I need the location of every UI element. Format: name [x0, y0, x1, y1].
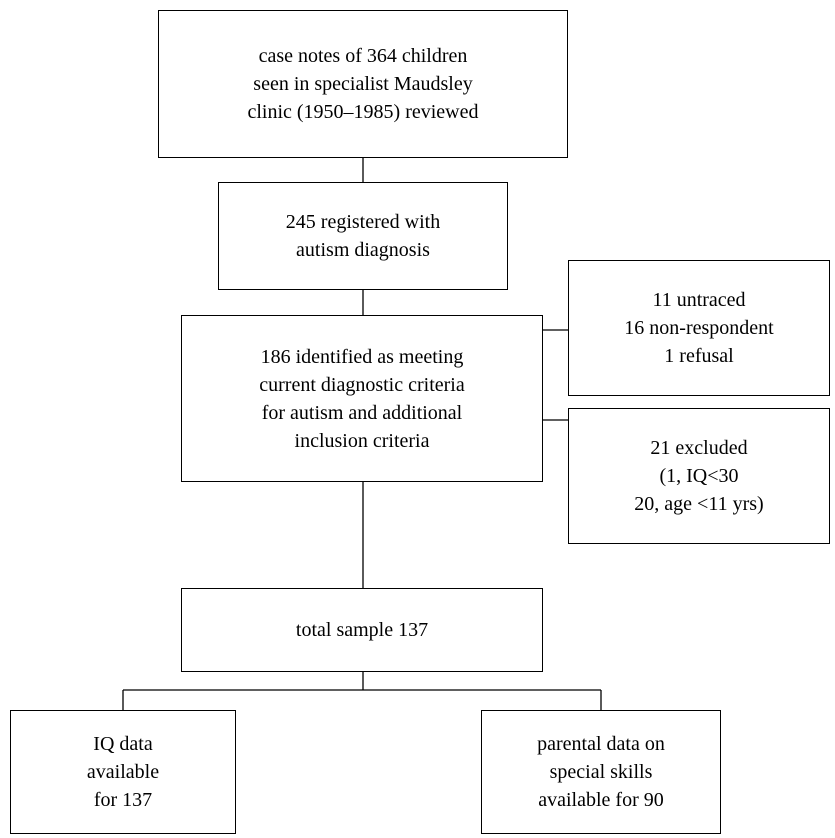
untraced-box: 11 untraced 16 non-respondent 1 refusal — [568, 260, 830, 396]
registered-box: 245 registered with autism diagnosis — [218, 182, 508, 290]
excluded-line-2: (1, IQ<30 — [659, 465, 739, 487]
parental-data-box: parental data on special skills availabl… — [481, 710, 721, 834]
identified-line-3: for autism and additional — [261, 401, 463, 424]
registered-line-1: 245 registered with — [285, 211, 441, 233]
parental-data-line-1: parental data on — [537, 733, 665, 755]
excluded-line-1: 21 excluded — [650, 437, 748, 459]
iq-data-line-2: available — [86, 761, 160, 783]
parental-data-line-3: available for 90 — [538, 789, 664, 811]
identified-line-2: current diagnostic criteria — [259, 373, 465, 396]
iq-data-line-3: for 137 — [93, 789, 153, 811]
registered-line-2: autism diagnosis — [296, 239, 430, 261]
untraced-line-2: 16 non-respondent — [624, 317, 774, 339]
untraced-line-3: 1 refusal — [664, 345, 734, 367]
identified-line-4: inclusion criteria — [294, 429, 430, 452]
case-notes-line-1: case notes of 364 children — [258, 45, 468, 67]
excluded-box: 21 excluded (1, IQ<30 20, age <11 yrs) — [568, 408, 830, 544]
total-sample-box: total sample 137 — [181, 588, 543, 672]
case-notes-line-3: clinic (1950–1985) reviewed — [247, 101, 479, 123]
case-notes-line-2: seen in specialist Maudsley — [253, 73, 473, 95]
identified-box: 186 identified as meeting current diagno… — [181, 315, 543, 482]
parental-data-line-2: special skills — [549, 761, 653, 783]
case-notes-box: case notes of 364 children seen in speci… — [158, 10, 568, 158]
iq-data-line-1: IQ data — [93, 733, 153, 755]
iq-data-box: IQ data available for 137 — [10, 710, 236, 834]
total-sample-line-1: total sample 137 — [295, 619, 429, 641]
untraced-line-1: 11 untraced — [652, 289, 746, 311]
identified-line-1: 186 identified as meeting — [260, 345, 464, 368]
excluded-line-3: 20, age <11 yrs) — [634, 493, 764, 515]
